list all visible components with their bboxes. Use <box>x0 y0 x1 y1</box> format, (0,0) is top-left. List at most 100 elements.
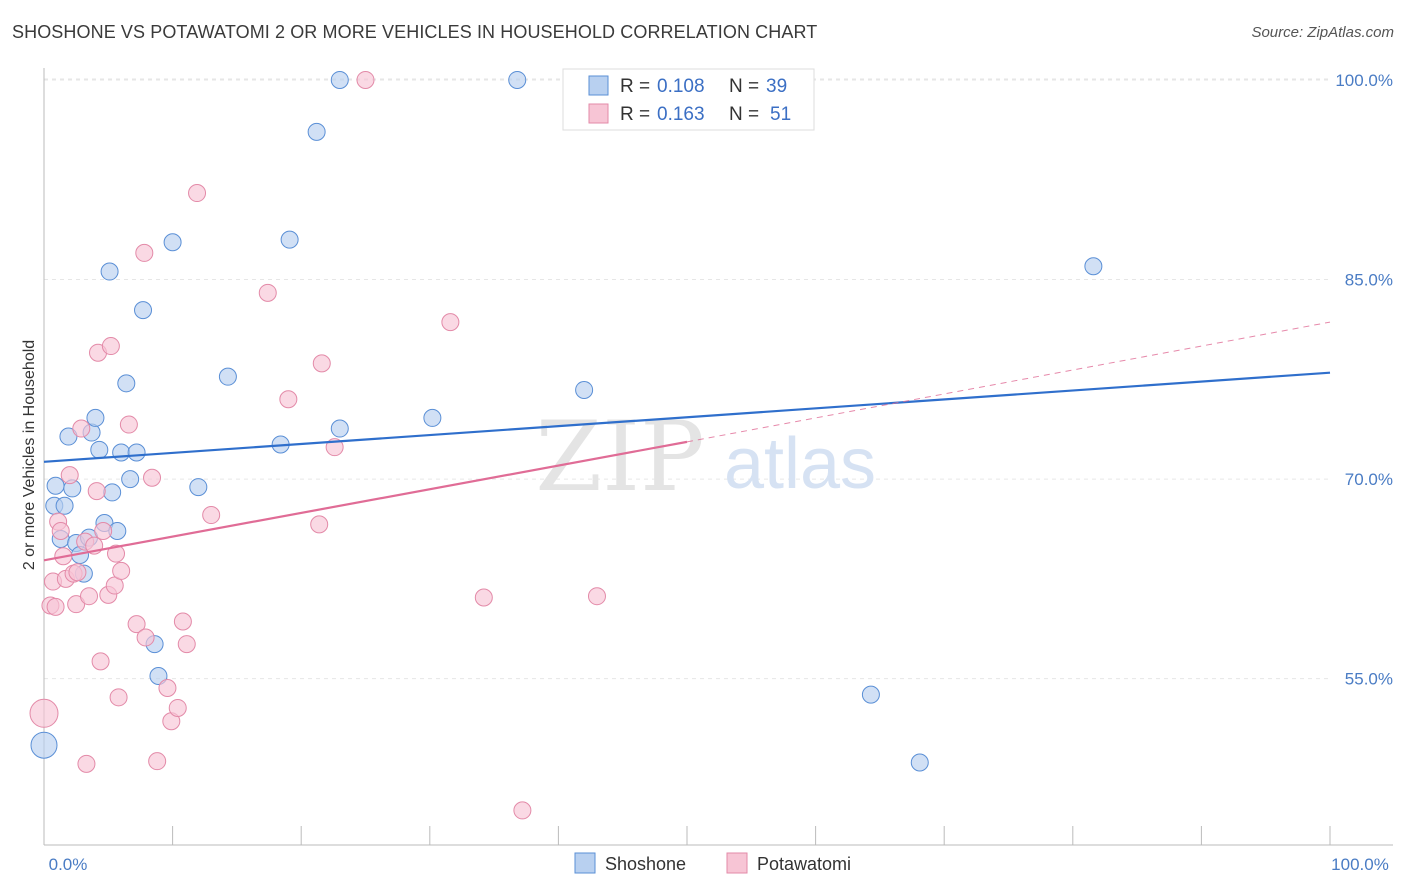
potawatomi-point <box>188 184 207 203</box>
potawatomi-point <box>87 482 106 501</box>
shoshone-point <box>330 70 349 89</box>
shoshone-point <box>55 496 74 515</box>
potawatomi-point <box>356 70 375 89</box>
potawatomi-point <box>68 563 87 582</box>
potawatomi-point <box>72 419 91 438</box>
bottom-legend-swatch-potawatomi <box>726 852 748 874</box>
legend-r-label-2: R = <box>620 104 650 125</box>
legend-n-value-1: 39 <box>766 76 787 97</box>
shoshone-point <box>100 262 119 281</box>
potawatomi-point <box>29 698 59 728</box>
potawatomi-point <box>60 466 79 485</box>
potawatomi-point <box>127 615 146 634</box>
potawatomi-point <box>168 698 187 717</box>
shoshone-point <box>307 122 326 141</box>
watermark-atlas: atlas <box>724 424 876 504</box>
shoshone-point <box>508 70 527 89</box>
shoshone-point <box>117 374 136 393</box>
potawatomi-point <box>173 612 192 631</box>
potawatomi-point <box>77 754 96 773</box>
potawatomi-point <box>101 337 120 356</box>
potawatomi-point <box>587 587 606 606</box>
shoshone-point <box>86 408 105 427</box>
potawatomi-point <box>46 597 65 616</box>
shoshone-point <box>910 753 929 772</box>
potawatomi-point <box>67 595 86 614</box>
potawatomi-point <box>279 390 298 409</box>
legend-r-value-2: 0.163 <box>657 104 705 125</box>
shoshone-point <box>30 731 58 759</box>
potawatomi-point <box>135 243 154 262</box>
potawatomi-point <box>80 587 99 606</box>
x-tick-label: 100.0% <box>1331 855 1389 874</box>
legend-n-label-1: N = <box>729 76 759 97</box>
shoshone-point <box>1084 257 1103 276</box>
shoshone-point <box>861 685 880 704</box>
watermark-zip: ZIP <box>535 401 704 513</box>
shoshone-point <box>46 476 65 495</box>
bottom-legend-shoshone: Shoshone <box>605 854 686 874</box>
shoshone-point <box>189 478 208 497</box>
legend-n-label-2: N = <box>729 104 759 125</box>
legend-r-label-1: R = <box>620 76 650 97</box>
shoshone-point <box>575 380 594 399</box>
potawatomi-point <box>158 679 177 697</box>
tick-labels: 55.0% 70.0% 85.0% 100.0% 0.0% 100.0% <box>49 71 1393 874</box>
potawatomi-point <box>91 652 110 671</box>
source-credit: Source: ZipAtlas.com <box>1251 24 1394 41</box>
shoshone-point <box>134 301 153 320</box>
shoshone-point <box>330 419 349 438</box>
legend-r-value-1: 0.108 <box>657 76 705 97</box>
potawatomi-point <box>177 635 196 654</box>
potawatomi-point <box>310 515 329 534</box>
shoshone-point <box>163 233 182 252</box>
potawatomi-point <box>513 801 532 820</box>
potawatomi-point <box>148 752 167 771</box>
potawatomi-point <box>474 588 493 607</box>
potawatomi-trend-line <box>43 440 688 562</box>
bottom-legend-swatch-shoshone <box>574 852 596 874</box>
shoshone-point <box>149 667 168 686</box>
grid-lines <box>44 78 1330 680</box>
legend-n-value-2: 51 <box>770 104 791 125</box>
bottom-legend: Shoshone Potawatomi <box>574 852 851 874</box>
potawatomi-point <box>202 506 221 525</box>
potawatomi-point <box>112 561 131 580</box>
shoshone-point <box>112 443 131 462</box>
potawatomi-point <box>312 354 331 373</box>
potawatomi-point <box>136 628 155 647</box>
y-tick-label: 85.0% <box>1345 271 1393 290</box>
potawatomi-point <box>109 688 128 707</box>
chart-title: SHOSHONE VS POTAWATOMI 2 OR MORE VEHICLE… <box>12 22 818 42</box>
watermark: ZIP atlas <box>535 401 876 513</box>
potawatomi-point <box>258 283 277 302</box>
shoshone-point <box>218 367 237 386</box>
axes <box>43 68 1393 846</box>
shoshone-point <box>103 483 122 502</box>
x-tick-label: 0.0% <box>49 855 88 874</box>
potawatomi-point <box>51 522 70 540</box>
y-tick-label: 70.0% <box>1345 470 1393 489</box>
potawatomi-point <box>107 544 126 563</box>
bottom-legend-potawatomi: Potawatomi <box>757 854 851 874</box>
legend-box: R = 0.108 N = 39 R = 0.163 N = 51 <box>562 68 815 131</box>
potawatomi-point <box>119 415 138 434</box>
legend-swatch-potawatomi <box>588 103 609 124</box>
shoshone-point <box>127 443 146 462</box>
potawatomi-point <box>441 313 460 332</box>
shoshone-point <box>59 427 78 446</box>
legend-swatch-shoshone <box>588 75 609 96</box>
data-points <box>29 70 1103 820</box>
y-tick-label: 55.0% <box>1345 670 1393 689</box>
potawatomi-point <box>143 468 162 487</box>
y-axis-label: 2 or more Vehicles in Household <box>21 340 38 570</box>
shoshone-point <box>280 230 299 249</box>
y-tick-label: 100.0% <box>1335 71 1393 90</box>
shoshone-trend-line <box>43 371 1331 463</box>
trend-lines <box>43 321 1331 562</box>
shoshone-point <box>121 470 140 489</box>
shoshone-point <box>423 408 442 427</box>
potawatomi-point <box>94 522 113 540</box>
shoshone-point <box>90 440 109 459</box>
